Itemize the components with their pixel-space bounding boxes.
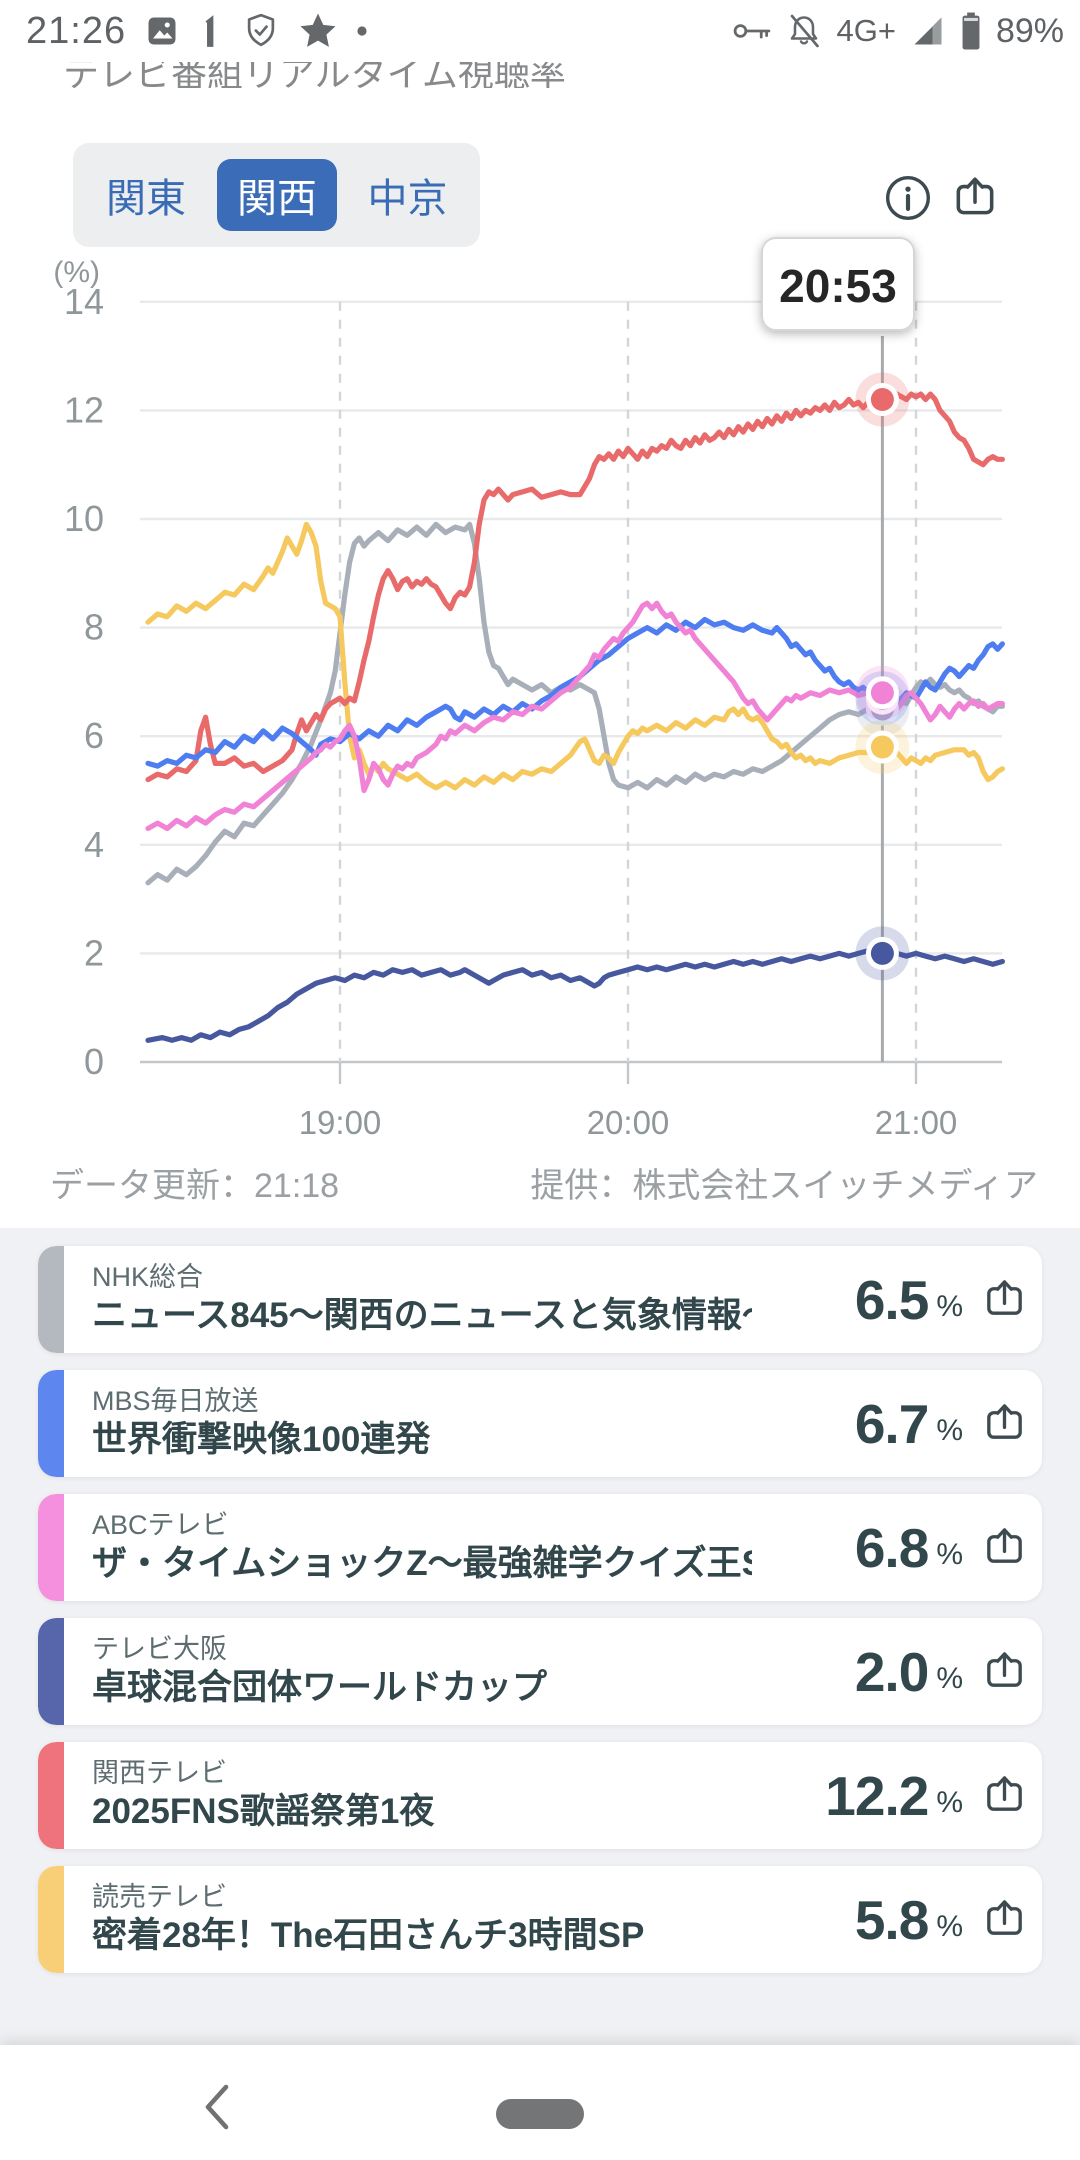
list-item[interactable]: MBS毎日放送 世界衝撃映像100連発 6.7 % — [38, 1370, 1042, 1477]
data-provider-label: 提供：株式会社スイッチメディア — [530, 1167, 1038, 1205]
rating-unit: % — [936, 1909, 963, 1943]
rating-value: 6.7 — [854, 1392, 929, 1455]
program-title: ニュース845〜関西のニュースと気象情報〜 — [92, 1296, 752, 1336]
tab-kansai[interactable]: 関西 — [217, 159, 337, 231]
y-tick-label: 2 — [84, 932, 104, 973]
program-title: 2025FNS歌謡祭第1夜 — [92, 1792, 435, 1832]
star-icon — [300, 13, 336, 47]
key-icon — [734, 24, 771, 39]
channel-name: 読売テレビ — [92, 1881, 227, 1912]
channel-color-bar — [38, 1618, 64, 1725]
rating-value: 12.2 — [825, 1764, 929, 1827]
program-title: ザ・タイムショックZ〜最強雑学クイズ王S… — [92, 1544, 752, 1584]
shield-check-icon — [247, 13, 275, 47]
channel-name: テレビ大阪 — [92, 1633, 227, 1664]
y-tick-label: 8 — [84, 607, 104, 648]
channel-list: NHK総合 ニュース845〜関西のニュースと気象情報〜 6.5 % MBS毎日放… — [0, 1228, 1080, 2045]
x-tick-label: 19:00 — [299, 1104, 382, 1141]
info-icon[interactable] — [883, 173, 933, 223]
cursor-dot-ytv — [870, 735, 894, 759]
home-button[interactable] — [496, 2099, 584, 2129]
share-icon[interactable] — [981, 1896, 1028, 1943]
program-title: 卓球混合団体ワールドカップ — [92, 1668, 548, 1708]
one-badge-icon — [205, 15, 214, 47]
bell-off-icon — [791, 14, 820, 48]
rating-unit: % — [936, 1537, 963, 1571]
y-axis-unit: (%) — [53, 256, 100, 289]
channel-name: NHK総合 — [92, 1261, 204, 1292]
channel-name: MBS毎日放送 — [92, 1385, 259, 1416]
cursor-dot-tvo — [870, 941, 894, 965]
y-tick-label: 0 — [84, 1041, 104, 1082]
status-bar: 21:26 4G+ 89% — [0, 0, 1080, 62]
y-tick-label: 12 — [64, 389, 104, 430]
list-item[interactable]: NHK総合 ニュース845〜関西のニュースと気象情報〜 6.5 % — [38, 1246, 1042, 1353]
channel-color-bar — [38, 1370, 64, 1477]
tab-chukyo[interactable]: 中京 — [367, 177, 448, 221]
data-updated-label: データ更新：21:18 — [50, 1167, 340, 1205]
ratings-chart[interactable]: 0 2 4 6 8 10 12 14(%) 19:00 20:00 21:00 20:53 — [0, 0, 1080, 1240]
share-icon[interactable] — [981, 1276, 1028, 1323]
dot-icon — [357, 26, 367, 36]
cursor-tooltip — [761, 237, 915, 331]
list-item[interactable]: 読売テレビ 密着28年！The石田さんチ3時間SP 5.8 % — [38, 1866, 1042, 1973]
back-button[interactable] — [196, 2081, 236, 2133]
battery-icon — [962, 12, 980, 50]
rating-value: 2.0 — [854, 1640, 929, 1703]
region-tab-bar: 関東 関西 中京 — [73, 143, 480, 247]
y-tick-label: 10 — [64, 498, 104, 539]
channel-color-bar — [38, 1494, 64, 1601]
rating-unit: % — [936, 1661, 963, 1695]
x-tick-label: 21:00 — [875, 1104, 958, 1141]
rating-value: 6.8 — [854, 1516, 929, 1579]
series-line-tvo — [145, 948, 1006, 1043]
channel-color-bar — [38, 1866, 64, 1973]
list-item[interactable]: ABCテレビ ザ・タイムショックZ〜最強雑学クイズ王S… 6.8 % — [38, 1494, 1042, 1601]
share-icon[interactable] — [950, 173, 1000, 223]
rating-value: 6.5 — [854, 1268, 929, 1331]
share-icon[interactable] — [981, 1772, 1028, 1819]
tab-kanto[interactable]: 関東 — [106, 177, 186, 221]
system-nav-bar — [0, 2045, 1080, 2160]
list-item[interactable]: テレビ大阪 卓球混合団体ワールドカップ 2.0 % — [38, 1618, 1042, 1725]
y-tick-label: 14 — [64, 281, 104, 322]
app-bar: テレビ番組リアルタイム視聴率 — [0, 62, 1080, 124]
list-item[interactable]: 関西テレビ 2025FNS歌謡祭第1夜 12.2 % — [38, 1742, 1042, 1849]
rating-unit: % — [936, 1413, 963, 1447]
cursor-tooltip-time: 20:53 — [779, 260, 897, 312]
cursor-dot-abc — [870, 681, 894, 705]
photo-icon — [148, 17, 176, 45]
rating-unit: % — [936, 1785, 963, 1819]
channel-name: ABCテレビ — [92, 1509, 229, 1540]
channel-color-bar — [38, 1742, 64, 1849]
network-type: 4G+ — [836, 13, 896, 48]
page-title: テレビ番組リアルタイム視聴率 — [63, 62, 566, 88]
x-tick-label: 20:00 — [587, 1104, 670, 1141]
cursor-dot-kansai — [870, 388, 894, 412]
program-title: 世界衝撃映像100連発 — [92, 1420, 431, 1460]
rating-unit: % — [936, 1289, 963, 1323]
share-icon[interactable] — [981, 1648, 1028, 1695]
share-icon[interactable] — [981, 1400, 1028, 1447]
share-icon[interactable] — [981, 1524, 1028, 1571]
y-tick-label: 4 — [84, 824, 104, 865]
channel-color-bar — [38, 1246, 64, 1353]
rating-value: 5.8 — [854, 1888, 929, 1951]
clock: 21:26 — [26, 9, 127, 52]
signal-icon — [914, 17, 942, 45]
y-tick-label: 6 — [84, 715, 104, 756]
battery-percent: 89% — [995, 11, 1064, 50]
program-title: 密着28年！The石田さんチ3時間SP — [92, 1916, 645, 1956]
channel-name: 関西テレビ — [92, 1757, 227, 1788]
